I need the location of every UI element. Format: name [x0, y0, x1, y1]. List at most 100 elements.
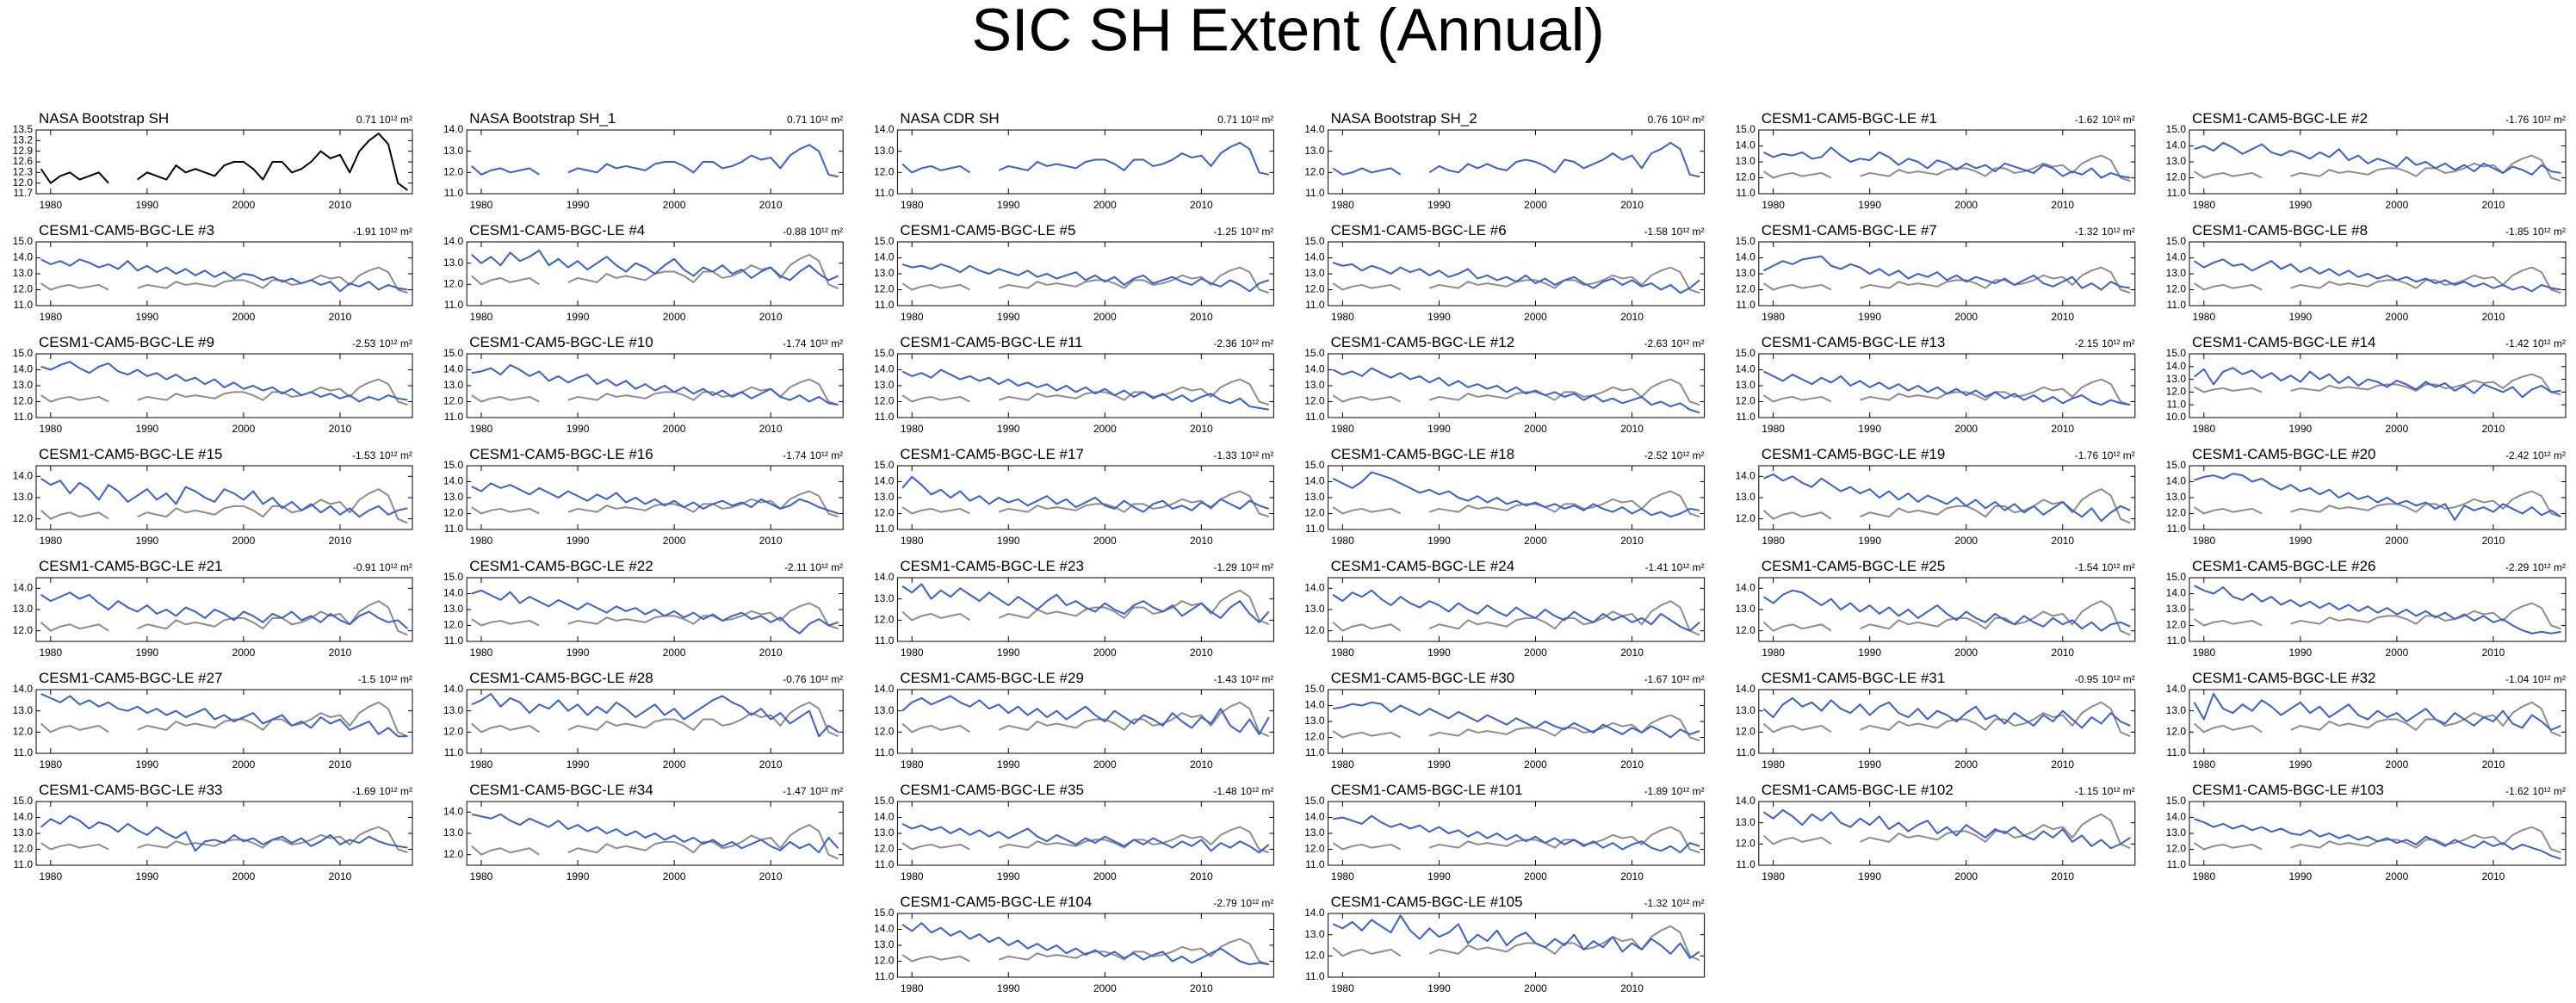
y-tick-label: 13.0 [1304, 715, 1325, 727]
y-tick-label: 14.0 [1304, 699, 1325, 711]
y-tick-label: 14.0 [1304, 251, 1325, 263]
trend-annotation: -2.42 10¹² m² [2505, 449, 2566, 461]
series-line [2193, 692, 2561, 731]
y-tick-label: 11.0 [1305, 411, 1325, 423]
trend-value: -1.62 [2075, 114, 2099, 126]
series-line [471, 363, 839, 406]
panel-title: CESM1-CAM5-BGC-LE #22 [469, 558, 653, 574]
reference-line [1762, 701, 2131, 738]
panel: CESM1-CAM5-BGC-LE #30 -1.67 10¹² m² 11.0 12.… [1304, 670, 1706, 771]
x-tick-label: 2010 [1190, 982, 1213, 994]
plot-frame [1758, 801, 2136, 866]
trend-units: 10¹² m² [1241, 897, 1274, 909]
x-tick-label: 1990 [567, 758, 590, 771]
trend-value: -1.76 [2505, 114, 2530, 126]
trend-units: 10¹² m² [2102, 114, 2135, 126]
x-tick-label: 2000 [1524, 311, 1547, 323]
series-line [901, 922, 1269, 966]
x-tick-label: 1990 [997, 982, 1020, 994]
panel: CESM1-CAM5-BGC-LE #35 -1.48 10¹² m² 11.0 12.… [874, 782, 1274, 882]
x-tick-label: 2010 [329, 647, 352, 659]
panel: CESM1-CAM5-BGC-LE #103 -1.62 10¹² m² 11.0 12… [2166, 782, 2567, 882]
y-tick-label: 12.0 [1304, 624, 1325, 636]
y-tick-label: 15.0 [2166, 235, 2187, 247]
y-tick-label: 13.0 [1304, 928, 1325, 940]
y-tick-label: 14.0 [874, 363, 895, 375]
reference-line [1332, 925, 1700, 962]
panel-title: CESM1-CAM5-BGC-LE #24 [1331, 558, 1515, 574]
y-tick-label: 15.0 [874, 907, 895, 919]
x-tick-label: 1990 [136, 199, 159, 211]
panel-title: CESM1-CAM5-BGC-LE #17 [900, 446, 1084, 462]
plot-frame [1328, 689, 1706, 754]
panel-title: CESM1-CAM5-BGC-LE #27 [39, 670, 223, 686]
panel-title: CESM1-CAM5-BGC-LE #33 [39, 782, 223, 798]
x-tick-label: 2010 [329, 870, 352, 882]
x-tick-label: 1980 [470, 758, 493, 771]
panel-title: CESM1-CAM5-BGC-LE #13 [1762, 334, 1946, 350]
trend-annotation: -1.32 10¹² m² [2075, 226, 2135, 238]
y-tick-label: 12.0 [874, 726, 895, 738]
y-tick-label: 12.0 [443, 166, 464, 178]
trend-value: -1.74 [783, 337, 807, 350]
x-tick-label: 1990 [567, 199, 590, 211]
y-tick-label: 12.3 [13, 166, 34, 178]
x-tick-label: 1980 [1762, 870, 1785, 882]
trend-value: -2.15 [2075, 337, 2099, 350]
y-tick-label: 13.0 [443, 704, 464, 716]
trend-units: 10¹² m² [2532, 226, 2566, 238]
reference-line [1332, 266, 1700, 294]
x-tick-label: 1980 [1331, 423, 1354, 435]
y-tick-label: 13.0 [1304, 379, 1325, 391]
y-tick-label: 13.0 [874, 938, 895, 950]
y-tick-label: 12.9 [13, 145, 34, 157]
panel-title: CESM1-CAM5-BGC-LE #11 [900, 334, 1082, 350]
trend-annotation: -2.36 10¹² m² [1213, 337, 1273, 350]
panel: CESM1-CAM5-BGC-LE #34 -1.47 10¹² m² 12.0 13.… [443, 782, 844, 882]
x-tick-label: 2000 [1954, 758, 1978, 771]
x-tick-label: 1990 [1427, 870, 1451, 882]
x-tick-label: 2000 [1524, 758, 1547, 771]
x-tick-label: 1990 [567, 870, 590, 882]
y-tick-label: 12.0 [13, 843, 34, 855]
trend-units: 10¹² m² [2532, 337, 2566, 350]
reference-line [40, 488, 408, 524]
x-tick-label: 1990 [2289, 311, 2313, 323]
y-tick-label: 10.0 [2166, 411, 2187, 423]
trend-annotation: -1.33 10¹² m² [1213, 449, 1273, 461]
x-tick-label: 1980 [1762, 311, 1785, 323]
panel-title: CESM1-CAM5-BGC-LE #23 [900, 558, 1084, 574]
trend-value: -1.32 [2075, 226, 2099, 238]
trend-annotation: -0.95 10¹² m² [2075, 673, 2135, 685]
plot-frame [2189, 801, 2567, 866]
x-tick-label: 2000 [1954, 311, 1978, 323]
x-tick-label: 1990 [567, 647, 590, 659]
plot-frame [2189, 353, 2567, 418]
y-tick-label: 12.0 [1735, 838, 1756, 850]
panel-title: CESM1-CAM5-BGC-LE #16 [469, 446, 653, 462]
y-tick-label: 13.0 [1304, 145, 1325, 157]
reference-line [40, 701, 408, 738]
y-tick-label: 14.0 [2166, 587, 2187, 599]
x-tick-label: 2000 [1524, 423, 1547, 435]
plot-frame [896, 241, 1274, 306]
y-tick-label: 13.0 [13, 603, 34, 615]
series-line [471, 589, 839, 635]
x-tick-label: 1980 [470, 870, 493, 882]
plot-frame [466, 689, 844, 754]
y-tick-label: 12.0 [874, 395, 895, 407]
trend-annotation: -1.67 10¹² m² [1644, 673, 1705, 685]
x-tick-label: 1990 [567, 535, 590, 547]
plot-frame [896, 577, 1274, 642]
x-tick-label: 1980 [39, 647, 62, 659]
trend-value: -1.5 [358, 673, 376, 685]
x-tick-label: 2010 [1190, 423, 1213, 435]
y-tick-label: 14.0 [1304, 123, 1325, 135]
x-tick-label: 1980 [470, 647, 493, 659]
y-tick-label: 12.0 [13, 726, 34, 738]
plot-frame [466, 241, 844, 306]
y-tick-label: 12.0 [2166, 843, 2187, 855]
y-tick-label: 11.0 [875, 299, 895, 311]
plot-frame [35, 353, 413, 418]
x-tick-label: 2000 [1093, 758, 1117, 771]
